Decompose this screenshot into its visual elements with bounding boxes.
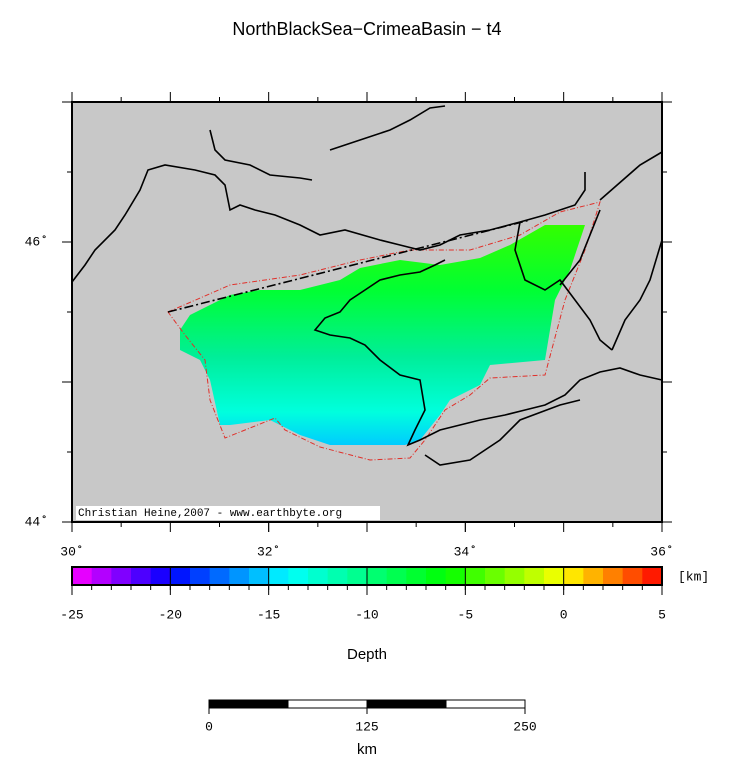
colorbar-cell: [72, 567, 93, 585]
colorbar-tick-label: 0: [560, 607, 568, 622]
colorbar-cell: [170, 567, 191, 585]
coastline: [71, 105, 663, 351]
colorbar-tick-label: -20: [159, 607, 182, 622]
crimea-coast: [313, 259, 663, 447]
x-tick-label: 34˚: [454, 544, 477, 559]
credit: Christian Heine,2007 - www.earthbyte.org: [78, 508, 342, 520]
y-tick-label: 46˚: [25, 234, 48, 249]
x-tick-label: 32˚: [257, 544, 280, 559]
map: Christian Heine,2007 - www.earthbyte.org: [71, 101, 663, 523]
credit-box: [76, 506, 380, 520]
colorbar-cell: [544, 567, 565, 585]
colorbar-label: Depth: [347, 646, 387, 663]
depth-field: [180, 225, 585, 445]
colorbar-cell: [583, 567, 604, 585]
south-coast: [424, 399, 581, 466]
colorbar-cell: [229, 567, 250, 585]
colorbar-cell: [347, 567, 368, 585]
colorbar-cell: [327, 567, 348, 585]
colorbar-tick-label: -25: [60, 607, 83, 622]
colorbar-cell: [209, 567, 230, 585]
colorbar-cell: [445, 567, 466, 585]
colorbar-cell: [563, 567, 584, 585]
scalebar-tick-label: 250: [513, 719, 536, 734]
scalebar-segment: [445, 699, 526, 709]
colorbar-cell: [91, 567, 112, 585]
colorbar-cell: [504, 567, 525, 585]
scalebar-segment: [287, 699, 368, 709]
scalebar-unit: km: [357, 741, 377, 758]
colorbar-cell: [268, 567, 289, 585]
scalebar-tick-label: 0: [205, 719, 213, 734]
colorbar-cell: [465, 567, 486, 585]
colorbar-cell: [524, 567, 545, 585]
colorbar-cell: [386, 567, 407, 585]
colorbar-tick-label: -10: [355, 607, 378, 622]
colorbar-cell: [406, 567, 427, 585]
colorbar-cell: [485, 567, 506, 585]
scalebar-tick-label: 125: [355, 719, 378, 734]
colorbar-cell: [603, 567, 624, 585]
colorbar-cell: [622, 567, 643, 585]
colorbar-cell: [642, 567, 663, 585]
x-tick-label: 30˚: [60, 544, 83, 559]
colorbar-cell: [367, 567, 388, 585]
y-tick-label: 44˚: [25, 514, 48, 529]
colorbar-tick-label: -15: [257, 607, 280, 622]
colorbar-cell: [111, 567, 132, 585]
colorbar-cell: [131, 567, 152, 585]
colorbar-cell: [288, 567, 309, 585]
colorbar-cell: [426, 567, 447, 585]
colorbar-tick-label: -5: [458, 607, 474, 622]
scalebar-segment: [208, 699, 289, 709]
boundary-line: [167, 219, 531, 313]
colorbar-cell: [308, 567, 329, 585]
colorbar-tick-label: 5: [658, 607, 666, 622]
title: NorthBlackSea−CrimeaBasin − t4: [232, 19, 501, 39]
x-tick-label: 36˚: [650, 544, 673, 559]
colorbar-cell: [150, 567, 171, 585]
scalebar-segment: [366, 699, 447, 709]
colorbar-cell: [190, 567, 211, 585]
colorbar-unit: [km]: [678, 569, 709, 584]
colorbar-cell: [249, 567, 270, 585]
